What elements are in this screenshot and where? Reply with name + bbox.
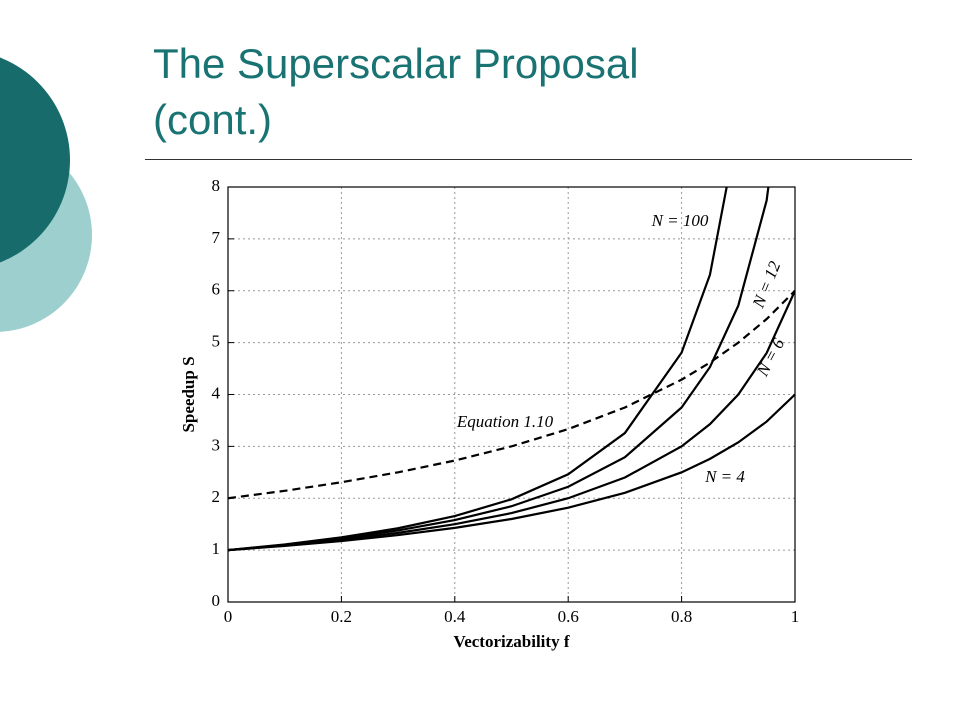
y-tick-label: 3 bbox=[212, 435, 221, 454]
y-tick-label: 8 bbox=[212, 176, 221, 195]
title-rule bbox=[145, 159, 912, 160]
y-tick-label: 6 bbox=[212, 280, 221, 299]
series-line bbox=[228, 187, 770, 552]
series-label: N = 6 bbox=[752, 335, 788, 380]
y-tick-label: 4 bbox=[212, 383, 221, 402]
series-label: Equation 1.10 bbox=[456, 412, 554, 431]
series-label: N = 12 bbox=[748, 258, 784, 311]
plot-lines bbox=[228, 187, 795, 552]
series-line bbox=[228, 289, 795, 500]
x-tick-label: 1 bbox=[791, 607, 800, 626]
y-axis-label: Speedup S bbox=[179, 356, 198, 432]
series-line bbox=[228, 187, 728, 552]
series-label: N = 4 bbox=[704, 467, 745, 486]
x-axis-label: Vectorizability f bbox=[454, 632, 570, 651]
dark-circle bbox=[0, 57, 70, 263]
series-label: N = 100 bbox=[651, 211, 709, 230]
series-line bbox=[228, 393, 795, 552]
x-tick-label: 0 bbox=[224, 607, 233, 626]
x-tick-label: 0.4 bbox=[444, 607, 466, 626]
x-tick-label: 0.2 bbox=[331, 607, 352, 626]
slide-title: The Superscalar Proposal (cont.) bbox=[153, 40, 639, 143]
y-tick-label: 2 bbox=[212, 487, 221, 506]
series-line bbox=[228, 290, 795, 552]
x-tick-label: 0.6 bbox=[558, 607, 579, 626]
x-tick-label: 0.8 bbox=[671, 607, 692, 626]
y-tick-label: 5 bbox=[212, 332, 221, 351]
y-tick-label: 1 bbox=[212, 539, 221, 558]
y-tick-label: 7 bbox=[212, 228, 221, 247]
y-tick-label: 0 bbox=[212, 591, 221, 610]
